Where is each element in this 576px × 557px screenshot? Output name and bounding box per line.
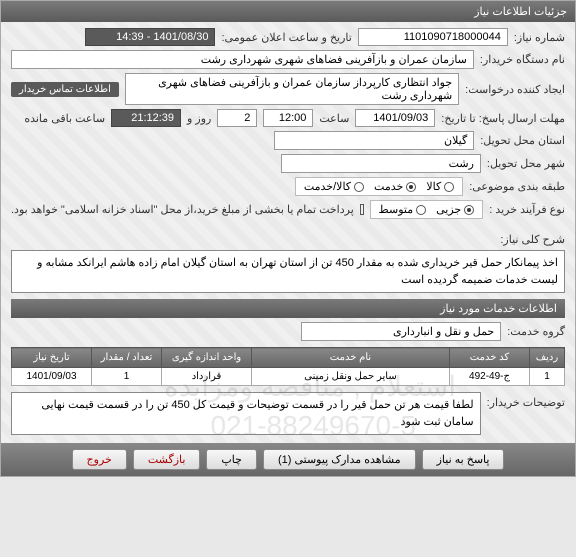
table-header-row: ردیف کد خدمت نام خدمت واحد اندازه گیری ت…	[12, 348, 565, 368]
footer-bar: پاسخ به نیاز مشاهده مدارک پیوستی (1) چاپ…	[1, 443, 575, 476]
creator-label: ایجاد کننده درخواست:	[465, 83, 565, 96]
services-section-title: اطلاعات خدمات مورد نیاز	[11, 299, 565, 318]
need-no-label: شماره نیاز:	[514, 31, 565, 44]
group-label: گروه خدمت:	[507, 325, 565, 338]
back-button[interactable]: بازگشت	[133, 449, 201, 470]
payment-label: پرداخت تمام یا بخشی از مبلغ خرید،از محل …	[11, 203, 354, 216]
process-radio-group: جزیی متوسط	[370, 200, 484, 219]
topic-radio-both[interactable]: کالا/خدمت	[304, 180, 364, 193]
process-radio-minor[interactable]: جزیی	[436, 203, 474, 216]
th-date: تاریخ نیاز	[12, 348, 92, 368]
province-value: گیلان	[274, 131, 474, 150]
province-label: استان محل تحویل:	[480, 134, 565, 147]
buyer-value: سازمان عمران و بازآفرینی فضاهای شهری شهر…	[11, 50, 474, 69]
payment-checkbox[interactable]	[360, 204, 364, 215]
services-table: ردیف کد خدمت نام خدمت واحد اندازه گیری ت…	[11, 347, 565, 386]
td-name: سایر حمل ونقل زمینی	[252, 368, 450, 386]
process-label: نوع فرآیند خرید :	[489, 203, 565, 216]
city-label: شهر محل تحویل:	[487, 157, 565, 170]
deadline-time: 12:00	[263, 109, 313, 127]
days-label: روز و	[187, 112, 211, 125]
need-no-value: 1101090718000044	[358, 28, 508, 46]
td-qty: 1	[92, 368, 162, 386]
th-name: نام خدمت	[252, 348, 450, 368]
th-code: کد خدمت	[450, 348, 530, 368]
announce-value: 1401/08/30 - 14:39	[85, 28, 215, 46]
city-value: رشت	[281, 154, 481, 173]
td-date: 1401/09/03	[12, 368, 92, 386]
main-desc-label: شرح کلی نیاز:	[500, 229, 565, 246]
remain-label: ساعت باقی مانده	[24, 112, 105, 125]
buyer-label: نام دستگاه خریدار:	[480, 53, 565, 66]
print-button[interactable]: چاپ	[206, 449, 257, 470]
time-label-1: ساعت	[319, 112, 349, 125]
attachments-button[interactable]: مشاهده مدارک پیوستی (1)	[263, 449, 416, 470]
th-qty: تعداد / مقدار	[92, 348, 162, 368]
th-row: ردیف	[530, 348, 565, 368]
topic-radio-goods[interactable]: کالا	[426, 180, 454, 193]
topic-radio-service[interactable]: خدمت	[374, 180, 416, 193]
announce-label: تاریخ و ساعت اعلان عمومی:	[221, 31, 351, 44]
days-value: 2	[217, 109, 257, 127]
respond-button[interactable]: پاسخ به نیاز	[422, 449, 505, 470]
topic-radio-group: کالا خدمت کالا/خدمت	[295, 177, 463, 196]
table-row[interactable]: 1 ج-49-492 سایر حمل ونقل زمینی قرارداد 1…	[12, 368, 565, 386]
creator-value: جواد انتظاری کارپرداز سازمان عمران و باز…	[125, 73, 459, 105]
exit-button[interactable]: خروج	[72, 449, 127, 470]
deadline-label: مهلت ارسال پاسخ: تا تاریخ:	[441, 112, 565, 125]
topic-label: طبقه بندی موضوعی:	[469, 180, 565, 193]
panel-header: جزئیات اطلاعات نیاز	[1, 1, 575, 22]
main-panel: جزئیات اطلاعات نیاز شماره نیاز: 11010907…	[0, 0, 576, 477]
panel-title: جزئیات اطلاعات نیاز	[474, 6, 567, 18]
buyer-note-label: توضیحات خریدار:	[487, 392, 565, 409]
contact-link[interactable]: اطلاعات تماس خریدار	[11, 82, 119, 97]
deadline-date: 1401/09/03	[355, 109, 435, 127]
main-description: اخذ پیمانکار حمل قیر خریداری شده به مقدا…	[11, 250, 565, 293]
th-unit: واحد اندازه گیری	[162, 348, 252, 368]
td-unit: قرارداد	[162, 368, 252, 386]
td-code: ج-49-492	[450, 368, 530, 386]
process-radio-medium[interactable]: متوسط	[379, 203, 427, 216]
buyer-note: لطفا قیمت هر تن حمل قیر را در قسمت توضیح…	[11, 392, 481, 435]
remain-time: 21:12:39	[111, 109, 181, 127]
group-value: حمل و نقل و انبارداری	[301, 322, 501, 341]
td-row: 1	[530, 368, 565, 386]
form-area: شماره نیاز: 1101090718000044 تاریخ و ساع…	[1, 22, 575, 229]
